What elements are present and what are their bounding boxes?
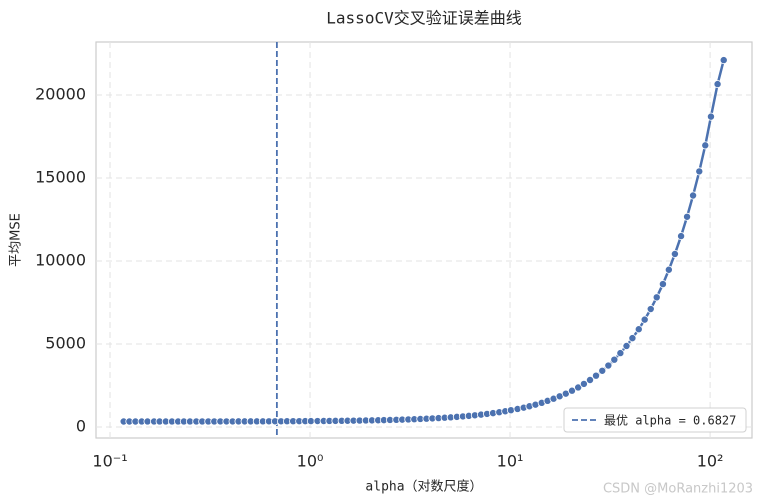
data-point: [677, 232, 686, 241]
data-point: [634, 325, 643, 334]
data-point: [579, 379, 588, 388]
y-tick-label: 15000: [35, 167, 86, 186]
data-point: [683, 212, 692, 221]
data-point: [628, 334, 637, 343]
data-point: [664, 265, 673, 274]
data-point: [706, 112, 715, 121]
data-point: [701, 141, 710, 150]
x-tick-label: 10²: [697, 452, 724, 471]
data-point: [586, 376, 595, 385]
data-point: [695, 167, 704, 176]
watermark: CSDN @MoRanzhi1203: [603, 482, 753, 497]
data-point: [568, 386, 577, 395]
y-tick-label: 10000: [35, 250, 86, 269]
data-point: [622, 341, 631, 350]
y-axis-label: 平均MSE: [9, 213, 24, 267]
data-point: [306, 417, 315, 426]
data-point: [506, 406, 515, 415]
data-point: [646, 305, 655, 314]
data-point: [640, 315, 649, 324]
x-axis-label: alpha（对数尺度）: [365, 479, 482, 495]
y-tick-label: 20000: [35, 84, 86, 103]
data-point: [652, 293, 661, 302]
data-point: [689, 191, 698, 200]
y-tick-label: 0: [76, 416, 86, 435]
data-point: [592, 371, 601, 380]
data-point: [670, 249, 679, 258]
y-tick-label: 5000: [45, 333, 86, 352]
x-tick-label: 10¹: [497, 452, 524, 471]
data-point: [658, 280, 667, 289]
legend-box: [563, 407, 747, 433]
x-tick-label: 10⁻¹: [92, 452, 127, 471]
data-point: [713, 80, 722, 89]
x-tick-label: 10⁰: [297, 452, 324, 471]
chart-title: LassoCV交叉验证误差曲线: [326, 9, 521, 28]
data-point: [604, 361, 613, 370]
data-point: [598, 366, 607, 375]
data-point: [616, 349, 625, 358]
data-point: [610, 355, 619, 364]
legend-label: 最优 alpha = 0.6827: [604, 414, 736, 428]
data-point: [574, 383, 583, 392]
plot-frame: [95, 41, 753, 439]
data-point: [719, 56, 728, 65]
